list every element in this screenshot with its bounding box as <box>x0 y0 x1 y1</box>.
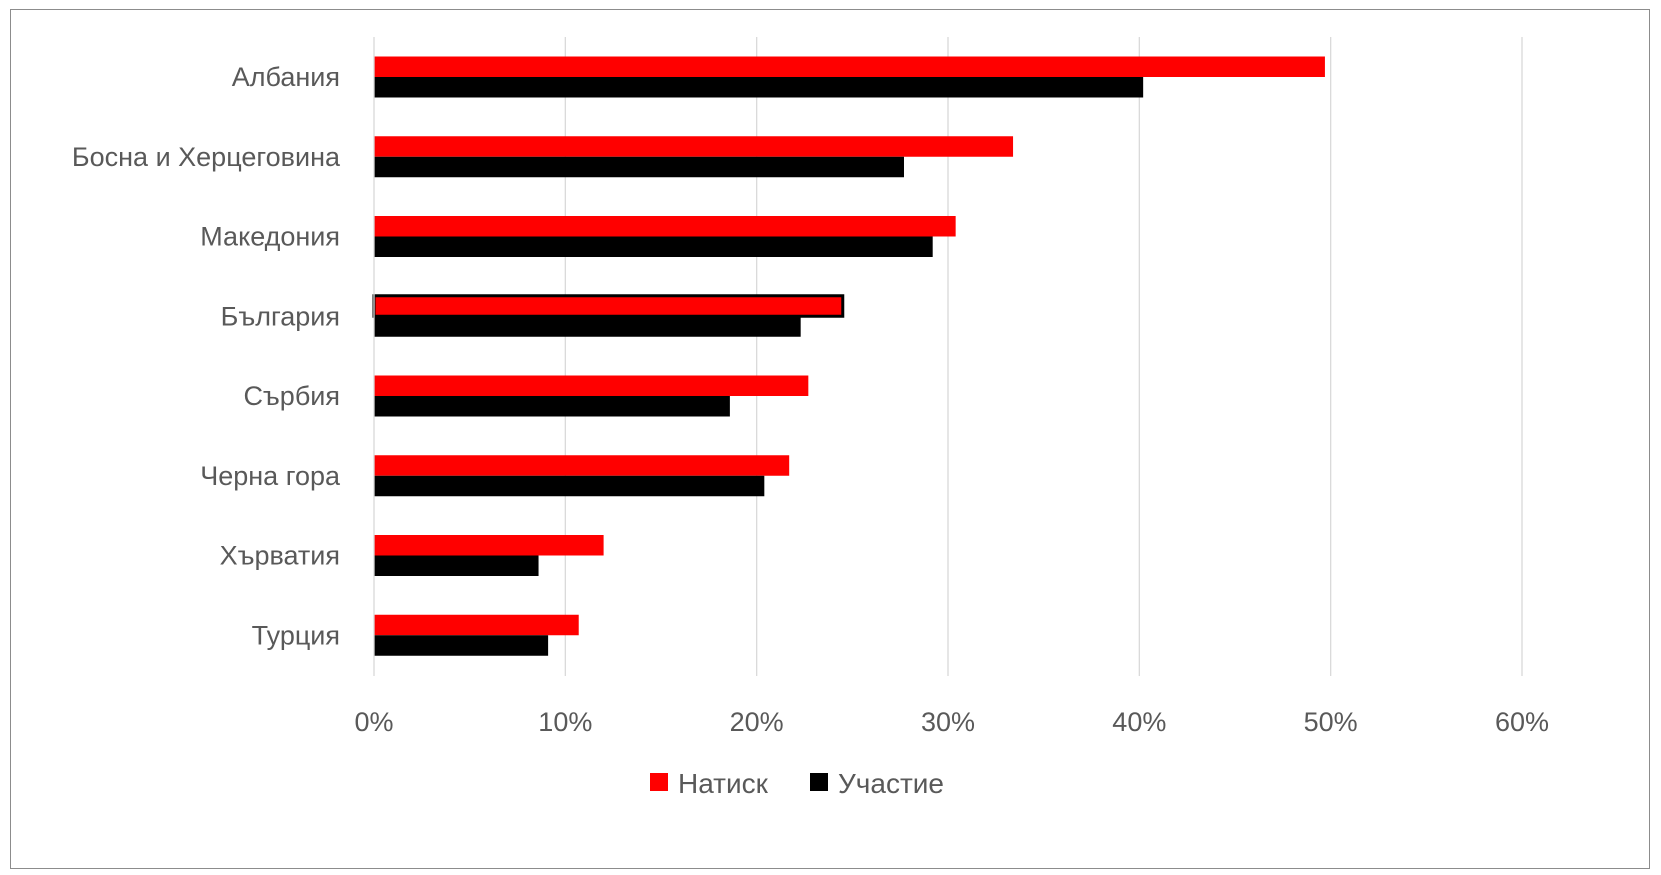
category-labels: Албания Босна и Херцеговина Македония Бълга… <box>72 62 341 650</box>
category-label: България <box>221 301 340 331</box>
legend: Натиск Участие <box>650 768 944 799</box>
category-label: Албания <box>232 62 340 92</box>
legend-label: Натиск <box>678 768 769 799</box>
bar-natisk <box>374 136 1014 157</box>
bar-natisk <box>374 56 1325 77</box>
x-tick-label: 10% <box>538 707 592 737</box>
category-label: Босна и Херцеговина <box>72 142 341 172</box>
category-label: Хърватия <box>220 541 340 571</box>
legend-label: Участие <box>838 768 944 799</box>
x-tick-label: 20% <box>730 707 784 737</box>
legend-swatch <box>650 773 668 791</box>
bar-uchastie <box>374 156 904 178</box>
bar-uchastie <box>374 316 801 337</box>
gridlines <box>564 37 1523 676</box>
category-label: Сърбия <box>243 381 340 411</box>
x-tick-label: 50% <box>1304 707 1358 737</box>
bar-natisk <box>374 614 579 636</box>
bar-natisk <box>374 216 956 237</box>
bar-uchastie <box>374 396 730 417</box>
x-tick-label: 40% <box>1112 707 1166 737</box>
x-tick-label: 0% <box>354 707 393 737</box>
category-label: Турция <box>252 620 340 650</box>
bar-uchastie <box>374 635 549 656</box>
x-tick-label: 60% <box>1495 707 1549 737</box>
bar-natisk <box>372 294 845 318</box>
bar-uchastie <box>374 236 933 257</box>
bar-uchastie <box>374 475 765 497</box>
x-tick-label: 30% <box>921 707 975 737</box>
bar-uchastie <box>374 555 539 576</box>
bar-natisk <box>374 455 790 476</box>
legend-swatch <box>810 773 828 791</box>
x-tick-labels: 0% 10% 20% 30% 40% 50% 60% <box>354 707 1549 737</box>
category-label: Черна гора <box>200 461 341 491</box>
bar-natisk <box>374 535 604 556</box>
bar-uchastie <box>374 77 1144 98</box>
bar-natisk <box>374 375 809 396</box>
bars <box>372 56 1325 656</box>
category-label: Македония <box>200 222 340 252</box>
